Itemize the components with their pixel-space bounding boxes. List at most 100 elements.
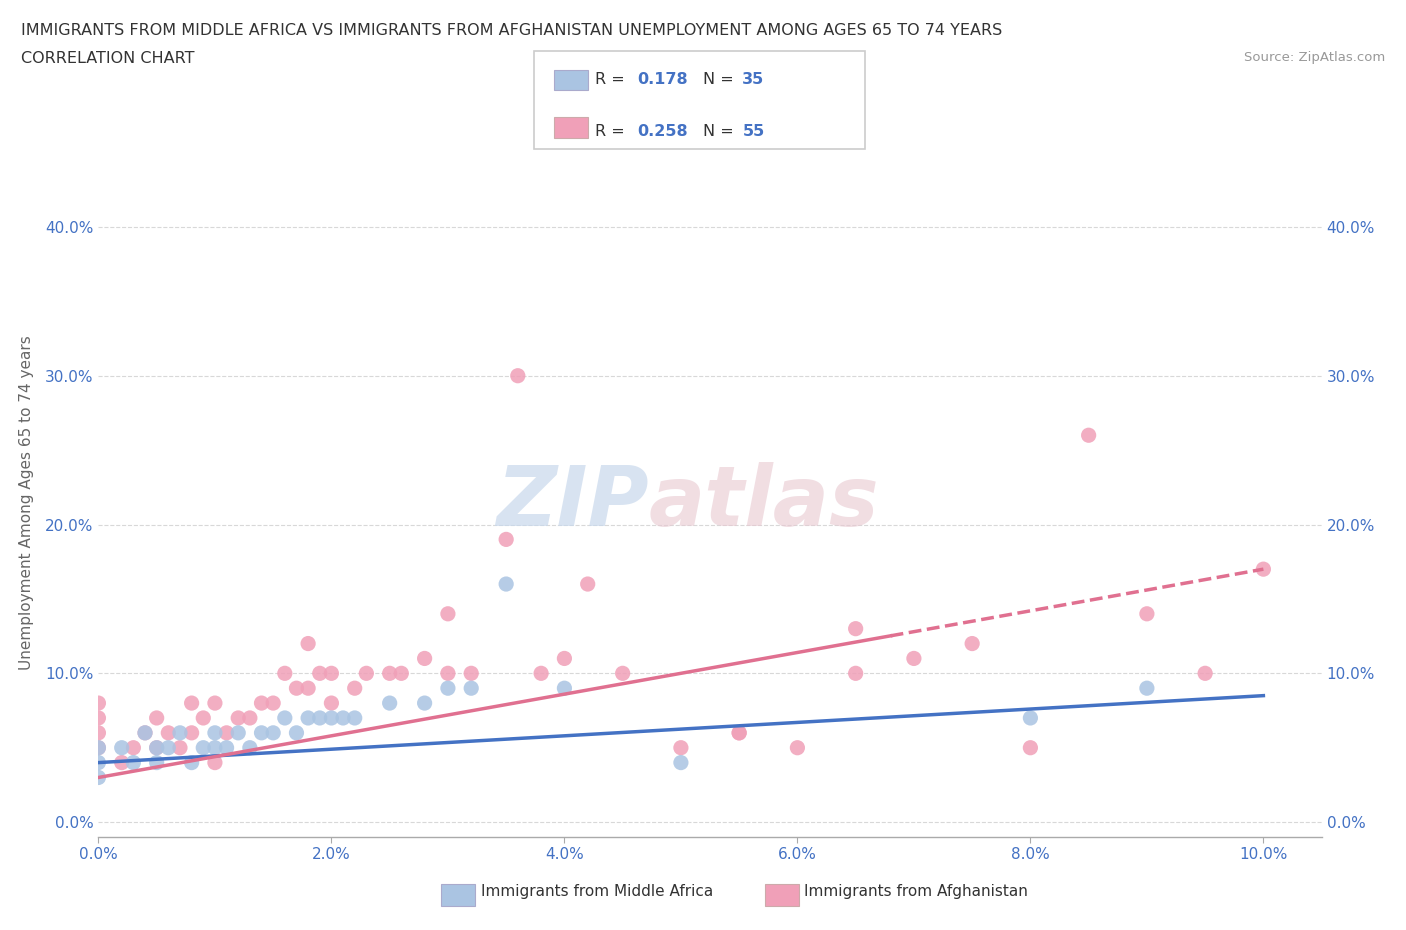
Point <box>1194 666 1216 681</box>
Point <box>145 755 167 770</box>
Point <box>87 740 110 755</box>
Point <box>321 666 343 681</box>
Text: ZIP: ZIP <box>496 461 650 543</box>
Point <box>262 725 284 740</box>
Point <box>193 711 215 725</box>
Point <box>495 532 517 547</box>
Point <box>122 755 145 770</box>
Text: 55: 55 <box>742 124 765 139</box>
Point <box>122 740 145 755</box>
Text: R =: R = <box>595 124 630 139</box>
Point <box>285 725 308 740</box>
Point <box>157 740 180 755</box>
Point <box>297 681 319 696</box>
Point <box>87 755 110 770</box>
Point <box>193 740 215 755</box>
Point <box>1019 740 1042 755</box>
Point <box>226 711 249 725</box>
Point <box>332 711 354 725</box>
Point <box>460 681 482 696</box>
Point <box>204 740 226 755</box>
Point <box>553 651 575 666</box>
Point <box>169 740 191 755</box>
Point <box>157 725 180 740</box>
Point <box>262 696 284 711</box>
Text: N =: N = <box>703 124 740 139</box>
Point <box>437 666 460 681</box>
Point <box>728 725 751 740</box>
Text: Immigrants from Middle Africa: Immigrants from Middle Africa <box>481 884 713 899</box>
Point <box>204 696 226 711</box>
Point <box>308 711 330 725</box>
Point <box>1019 711 1042 725</box>
Point <box>134 725 156 740</box>
Point <box>134 725 156 740</box>
Text: R =: R = <box>595 72 630 86</box>
Text: 0.178: 0.178 <box>637 72 688 86</box>
Point <box>576 577 599 591</box>
Point <box>285 681 308 696</box>
Point <box>413 651 436 666</box>
Text: CORRELATION CHART: CORRELATION CHART <box>21 51 194 66</box>
Point <box>460 666 482 681</box>
Point <box>274 666 297 681</box>
Text: Immigrants from Afghanistan: Immigrants from Afghanistan <box>804 884 1028 899</box>
Text: Source: ZipAtlas.com: Source: ZipAtlas.com <box>1244 51 1385 64</box>
Point <box>239 740 262 755</box>
Point <box>180 696 202 711</box>
Point <box>169 725 191 740</box>
Point <box>343 711 366 725</box>
Point <box>389 666 412 681</box>
Point <box>960 636 983 651</box>
Point <box>413 696 436 711</box>
Point <box>321 711 343 725</box>
Text: IMMIGRANTS FROM MIDDLE AFRICA VS IMMIGRANTS FROM AFGHANISTAN UNEMPLOYMENT AMONG : IMMIGRANTS FROM MIDDLE AFRICA VS IMMIGRA… <box>21 23 1002 38</box>
Point <box>903 651 925 666</box>
Point <box>226 725 249 740</box>
Point <box>437 606 460 621</box>
Point <box>437 681 460 696</box>
Y-axis label: Unemployment Among Ages 65 to 74 years: Unemployment Among Ages 65 to 74 years <box>18 335 34 670</box>
Point <box>297 711 319 725</box>
Point <box>145 711 167 725</box>
Point <box>87 696 110 711</box>
Point <box>204 755 226 770</box>
Point <box>297 636 319 651</box>
Point <box>274 711 297 725</box>
Point <box>87 770 110 785</box>
Point <box>87 711 110 725</box>
Point <box>728 725 751 740</box>
Point <box>378 696 401 711</box>
Point <box>669 740 692 755</box>
Point <box>87 740 110 755</box>
Text: N =: N = <box>703 72 740 86</box>
Point <box>669 755 692 770</box>
Point <box>356 666 378 681</box>
Point <box>308 666 330 681</box>
Point <box>204 725 226 740</box>
Point <box>1077 428 1099 443</box>
Point <box>180 755 202 770</box>
Point <box>180 725 202 740</box>
Point <box>239 711 262 725</box>
Point <box>553 681 575 696</box>
Point <box>111 755 134 770</box>
Point <box>1136 681 1159 696</box>
Point <box>506 368 529 383</box>
Point <box>1136 606 1159 621</box>
Point <box>215 740 238 755</box>
Point <box>786 740 808 755</box>
Point <box>321 696 343 711</box>
Point <box>250 696 273 711</box>
Point <box>145 740 167 755</box>
Point <box>1253 562 1275 577</box>
Text: atlas: atlas <box>650 461 880 543</box>
Text: 0.258: 0.258 <box>637 124 688 139</box>
Point <box>87 725 110 740</box>
Point <box>215 725 238 740</box>
Point <box>145 740 167 755</box>
Point <box>530 666 553 681</box>
Point <box>845 621 868 636</box>
Text: 35: 35 <box>742 72 765 86</box>
Point <box>111 740 134 755</box>
